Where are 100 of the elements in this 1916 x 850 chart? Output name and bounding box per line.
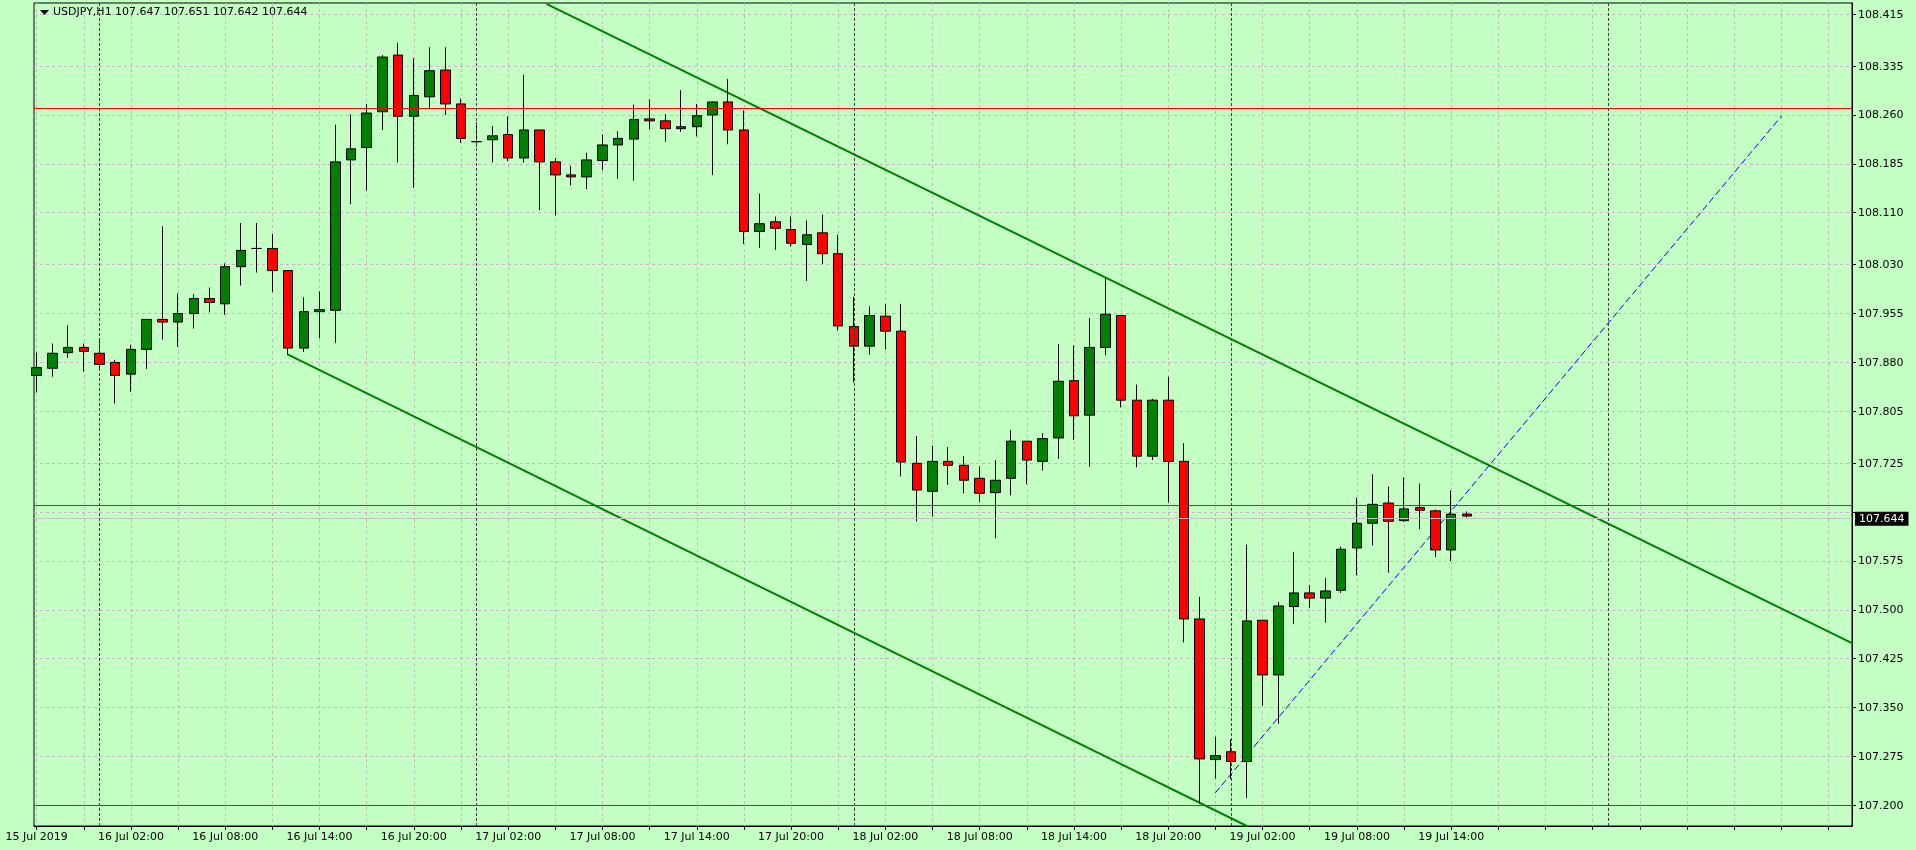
- candlestick: [1336, 546, 1346, 594]
- candlestick: [974, 466, 985, 503]
- candlestick: [1446, 490, 1456, 562]
- candlestick: [409, 57, 419, 189]
- candlestick: [1069, 344, 1079, 441]
- candlestick: [189, 293, 199, 330]
- candlestick: [1367, 473, 1378, 546]
- candlestick: [660, 113, 671, 143]
- candlestick: [1462, 511, 1472, 518]
- candlestick: [1132, 384, 1142, 468]
- candlestick: [361, 103, 372, 192]
- candlestick: [1116, 315, 1126, 408]
- y-tick-label: 107.725: [1858, 456, 1904, 470]
- candlestick: [267, 233, 278, 293]
- candlestick: [63, 324, 73, 359]
- y-tick-label: 107.500: [1858, 603, 1904, 617]
- x-tick-label: 19 Jul 14:00: [1418, 830, 1485, 843]
- candlestick: [173, 292, 183, 348]
- candlestick: [1163, 376, 1174, 503]
- candlestick: [346, 113, 356, 205]
- candlestick: [79, 343, 89, 373]
- y-tick-label: 107.275: [1858, 749, 1904, 763]
- candlestick: [1352, 497, 1362, 576]
- candlestick: [943, 446, 953, 486]
- candlestick: [126, 344, 136, 393]
- y-tick-label: 107.805: [1858, 404, 1904, 418]
- y-tick-label: 107.200: [1858, 798, 1904, 812]
- candlestick: [1430, 509, 1441, 558]
- x-tick-label: 16 Jul 08:00: [192, 830, 259, 843]
- candlestick: [1304, 584, 1315, 609]
- candlestick: [503, 115, 513, 162]
- candlestick: [754, 193, 765, 249]
- candlestick: [377, 54, 388, 131]
- y-tick-label: 108.030: [1858, 258, 1904, 272]
- candlestick: [629, 104, 639, 182]
- candlestick: [487, 125, 498, 164]
- candlestick: [927, 445, 938, 518]
- candlestick: [817, 214, 828, 265]
- y-tick-label: 107.955: [1858, 307, 1904, 321]
- x-tick-label: 18 Jul 20:00: [1135, 830, 1202, 843]
- candlestick: [550, 157, 561, 216]
- ref-line-label: 107.644: [1859, 512, 1905, 526]
- x-tick-label: 17 Jul 02:00: [475, 830, 542, 843]
- y-tick-label: 108.110: [1858, 206, 1904, 220]
- candlestick: [896, 303, 906, 477]
- x-tick-label: 17 Jul 08:00: [569, 830, 636, 843]
- candlestick: [314, 290, 325, 339]
- y-tick-label: 108.185: [1858, 157, 1904, 171]
- candlestick: [566, 165, 576, 186]
- candlestick: [1006, 429, 1016, 496]
- x-tick-label: 18 Jul 14:00: [1041, 830, 1107, 843]
- candlestick: [1257, 619, 1268, 707]
- y-tick-label: 108.335: [1858, 59, 1904, 73]
- x-tick-label: 16 Jul 20:00: [380, 830, 447, 843]
- candlestick: [692, 103, 702, 137]
- x-tick-label: 18 Jul 08:00: [946, 830, 1013, 843]
- candlestick: [471, 121, 482, 148]
- y-tick-label: 108.260: [1858, 108, 1904, 122]
- candlestick: [141, 318, 152, 370]
- candlestick: [880, 303, 891, 350]
- y-tick-label: 107.880: [1858, 355, 1904, 369]
- candlestick: [204, 287, 215, 313]
- candlestick: [1053, 343, 1064, 460]
- candlestick: [864, 305, 875, 356]
- x-tick-label: 17 Jul 20:00: [758, 830, 825, 843]
- candlestick: [1147, 398, 1158, 461]
- candlestick: [786, 216, 796, 248]
- candlestick: [1037, 432, 1048, 471]
- candlestick: [283, 270, 293, 356]
- y-tick-label: 107.575: [1858, 554, 1904, 568]
- candlestick: [220, 262, 230, 316]
- chart-title: USDJPY,H1 107.647 107.651 107.642 107.644: [53, 5, 308, 18]
- candlestick: [707, 100, 718, 176]
- x-tick-label: 19 Jul 08:00: [1323, 830, 1390, 843]
- x-tick-label: 15 Jul 2019: [5, 830, 68, 843]
- candlestick: [110, 359, 120, 404]
- candlestick: [1320, 577, 1331, 624]
- candlestick: [613, 130, 623, 180]
- x-tick-label: 19 Jul 02:00: [1229, 830, 1296, 843]
- candlestick: [990, 459, 1001, 539]
- candlestick: [1226, 738, 1236, 780]
- candlestick: [1084, 317, 1095, 468]
- candlestick: [299, 296, 309, 353]
- candlestick: [1242, 544, 1252, 799]
- x-tick-label: 16 Jul 14:00: [286, 830, 353, 843]
- candlestick: [534, 129, 545, 211]
- candlestick: [251, 222, 262, 274]
- candlestick: [1022, 440, 1032, 485]
- candlestick: [676, 89, 686, 133]
- candlestick: [581, 152, 592, 190]
- candlestick: [1210, 736, 1221, 779]
- y-tick-label: 107.425: [1858, 652, 1904, 666]
- candlestick: [1289, 551, 1299, 625]
- candlestick: [1273, 601, 1284, 725]
- y-tick-label: 107.350: [1858, 701, 1904, 714]
- candlestick: [770, 216, 781, 251]
- candlestick: [833, 234, 843, 332]
- candlestick: [849, 296, 859, 384]
- x-tick-label: 16 Jul 02:00: [97, 830, 164, 843]
- candlestick: [330, 124, 341, 344]
